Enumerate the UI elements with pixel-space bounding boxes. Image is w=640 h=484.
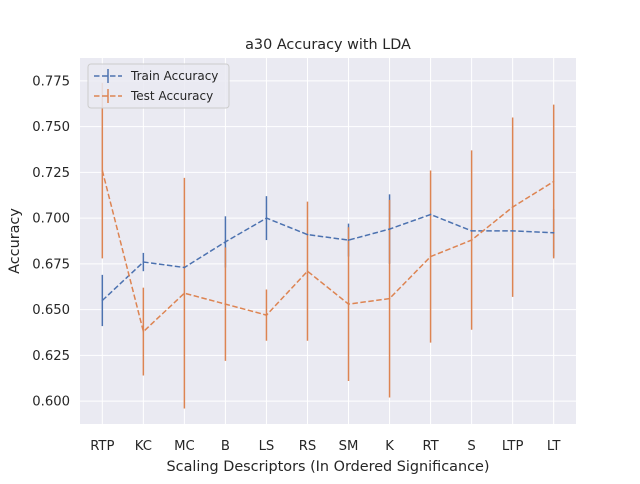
legend-box [87,63,230,109]
y-tick-label: 0.675 [32,257,70,272]
train-accuracy-point [142,261,145,263]
x-tick-label: B [221,439,230,454]
train-accuracy-point [511,230,514,232]
train-accuracy-point [224,241,227,243]
legend-test-label: Test Accuracy [130,89,213,103]
train-accuracy-point [388,228,391,230]
train-accuracy-point [306,233,309,236]
test-accuracy-point [470,239,473,241]
y-tick-label: 0.700 [32,212,70,227]
test-accuracy-point [101,169,104,172]
test-accuracy-point [347,303,350,305]
x-tick-label: MC [174,439,195,454]
series-lines [101,169,555,334]
train-accuracy-point [470,230,473,232]
y-tick-label: 0.625 [32,349,70,364]
train-accuracy-point [429,213,432,216]
x-axis-label: Scaling Descriptors (In Ordered Signific… [167,459,490,475]
y-tick-label: 0.650 [32,303,70,318]
test-accuracy-point [183,292,186,294]
y-tick-label: 0.750 [32,120,70,135]
train-accuracy-point [347,239,350,241]
y-tick-label: 0.600 [32,395,70,410]
y-tick-label: 0.775 [32,74,70,89]
x-tick-label: KC [135,439,152,454]
train-accuracy-point [101,299,104,302]
train-accuracy-point [552,231,555,234]
test-accuracy-point [552,180,555,183]
test-accuracy-point [265,314,268,316]
test-accuracy-point [142,330,145,333]
x-tick-label: S [467,439,475,454]
test-accuracy-point [224,303,227,305]
legend-train-label: Train Accuracy [130,69,218,83]
test-accuracy-point [388,297,391,300]
axis-ticks: RTP KC MC B LS RS SM K RT S LTP LT 0.600 0.625 0.650 0.… [32,74,561,454]
test-accuracy-point [306,270,309,272]
test-accuracy-line [101,170,555,334]
train-accuracy-point [183,266,186,269]
x-tick-label: K [385,439,394,454]
y-axis-label: Accuracy [7,208,23,274]
chart-title: a30 Accuracy with LDA [245,37,411,53]
x-tick-label: LTP [502,439,524,454]
test-accuracy-point [511,206,514,208]
x-tick-label: LT [547,439,562,454]
train-accuracy-point [265,217,268,219]
x-tick-label: RT [422,439,439,454]
legend: Train Accuracy Test Accuracy [87,63,230,109]
plot-area [80,58,576,424]
x-tick-label: LS [259,439,275,454]
y-tick-label: 0.725 [32,166,70,181]
x-tick-label: SM [339,439,359,454]
train-accuracy-line [101,213,554,302]
x-tick-label: RTP [90,439,114,454]
test-accuracy-point [429,255,432,258]
x-tick-label: RS [299,439,317,454]
